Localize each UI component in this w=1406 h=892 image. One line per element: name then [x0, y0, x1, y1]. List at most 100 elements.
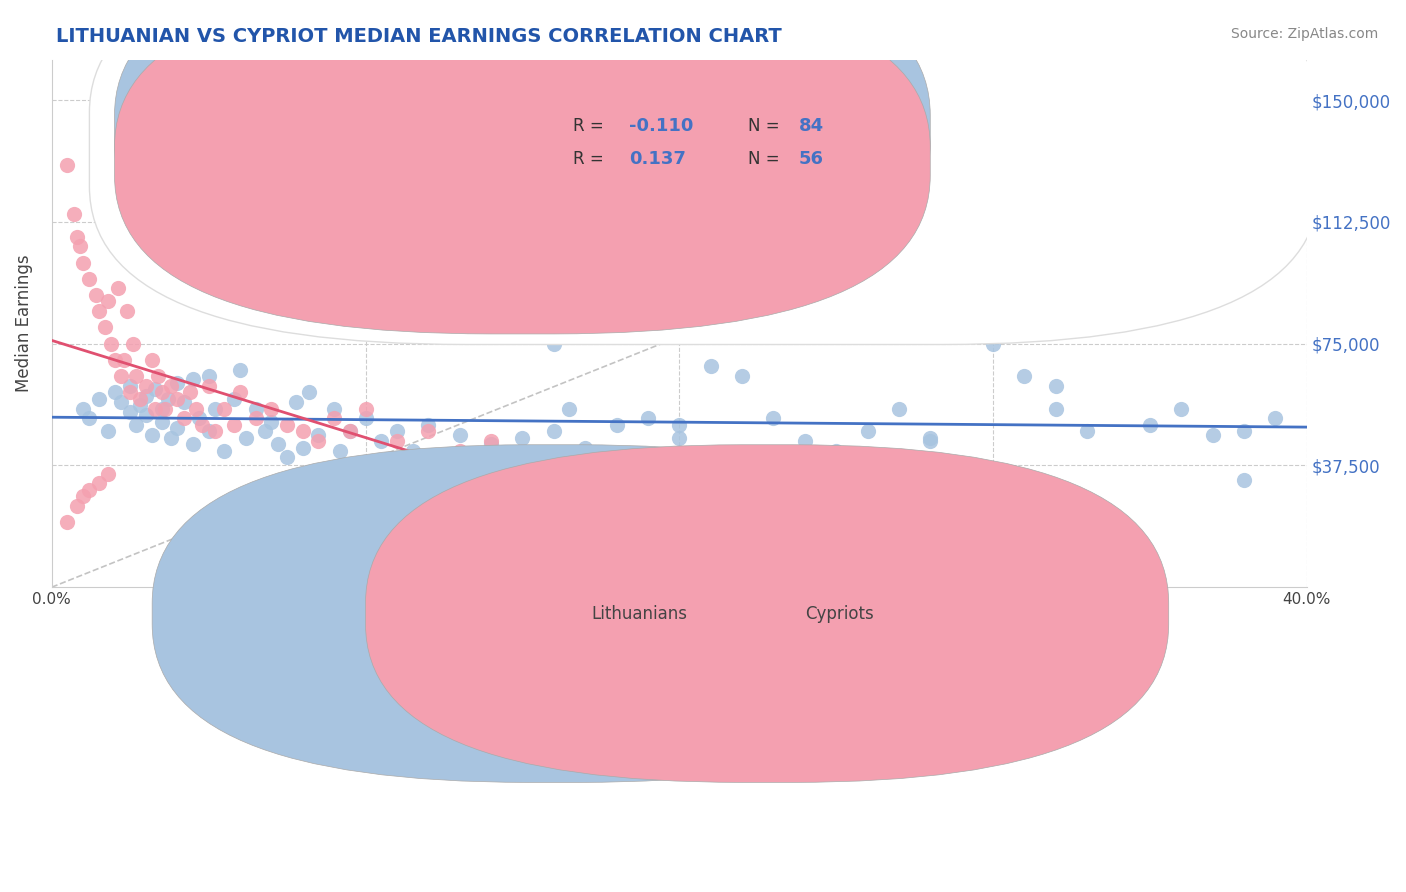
Text: Lithuanians: Lithuanians [592, 605, 688, 623]
Point [276, 417, 298, 432]
Text: N =: N = [748, 150, 780, 168]
Point [1076, 425, 1098, 439]
Text: N =: N = [748, 117, 780, 135]
Point [668, 417, 690, 432]
Point [668, 431, 690, 445]
Point [1233, 473, 1256, 487]
Point [222, 417, 245, 432]
Point [122, 336, 145, 351]
Point [307, 434, 329, 448]
Point [79, 483, 101, 497]
Point [87, 392, 110, 406]
Point [605, 417, 627, 432]
Point [94, 320, 117, 334]
FancyBboxPatch shape [114, 0, 931, 302]
FancyBboxPatch shape [90, 0, 1319, 344]
Text: R =: R = [572, 150, 609, 168]
Text: Source: ZipAtlas.com: Source: ZipAtlas.com [1230, 27, 1378, 41]
Point [214, 401, 236, 416]
Point [339, 425, 361, 439]
Point [370, 434, 392, 448]
Point [91, 207, 114, 221]
Point [181, 372, 204, 386]
Y-axis label: Median Earnings: Median Earnings [15, 254, 32, 392]
Point [825, 443, 848, 458]
Point [56, 515, 79, 529]
Point [323, 411, 346, 425]
Point [66, 499, 89, 513]
Point [79, 411, 101, 425]
Point [245, 411, 267, 425]
Point [97, 467, 120, 481]
Point [543, 425, 565, 439]
Point [120, 405, 142, 419]
Point [920, 434, 942, 448]
Point [166, 421, 188, 435]
Point [245, 401, 267, 416]
Point [354, 401, 377, 416]
Point [229, 362, 252, 376]
Point [148, 369, 170, 384]
Point [543, 336, 565, 351]
Point [115, 304, 138, 318]
Point [87, 476, 110, 491]
Point [141, 427, 163, 442]
Point [254, 425, 277, 439]
Point [329, 443, 352, 458]
Point [150, 415, 173, 429]
Point [574, 441, 596, 455]
Point [173, 411, 195, 425]
Point [401, 443, 423, 458]
Point [1264, 411, 1286, 425]
Point [160, 431, 183, 445]
Point [153, 401, 176, 416]
Point [184, 401, 207, 416]
FancyBboxPatch shape [152, 445, 955, 782]
Point [339, 425, 361, 439]
Point [449, 427, 471, 442]
Point [887, 401, 910, 416]
Point [103, 352, 125, 367]
Point [173, 395, 195, 409]
Text: 0.137: 0.137 [628, 150, 686, 168]
Point [197, 425, 219, 439]
Point [156, 392, 179, 406]
Point [527, 457, 550, 471]
Point [385, 434, 408, 448]
Point [125, 369, 148, 384]
Point [856, 425, 879, 439]
Point [204, 425, 226, 439]
Point [298, 385, 321, 400]
Point [62, 207, 84, 221]
Point [166, 392, 188, 406]
Point [479, 483, 502, 497]
Point [150, 401, 173, 416]
Point [1170, 401, 1192, 416]
Point [637, 411, 659, 425]
Point [100, 336, 122, 351]
Point [191, 417, 214, 432]
Point [762, 411, 785, 425]
Text: R =: R = [572, 117, 609, 135]
Point [135, 379, 157, 393]
Point [479, 434, 502, 448]
Point [135, 389, 157, 403]
Text: ZIPatlas: ZIPatlas [516, 289, 844, 358]
Point [433, 467, 456, 481]
Point [1045, 379, 1067, 393]
Point [266, 437, 288, 451]
Point [87, 304, 110, 318]
Point [135, 408, 157, 422]
Point [260, 415, 283, 429]
Point [981, 336, 1004, 351]
Point [84, 288, 107, 302]
Point [307, 427, 329, 442]
Point [69, 239, 91, 253]
Point [179, 385, 201, 400]
Point [197, 379, 219, 393]
Point [235, 431, 257, 445]
Point [214, 443, 236, 458]
Text: 56: 56 [799, 150, 824, 168]
Point [464, 447, 486, 461]
Text: LITHUANIAN VS CYPRIOT MEDIAN EARNINGS CORRELATION CHART: LITHUANIAN VS CYPRIOT MEDIAN EARNINGS CO… [56, 27, 782, 45]
